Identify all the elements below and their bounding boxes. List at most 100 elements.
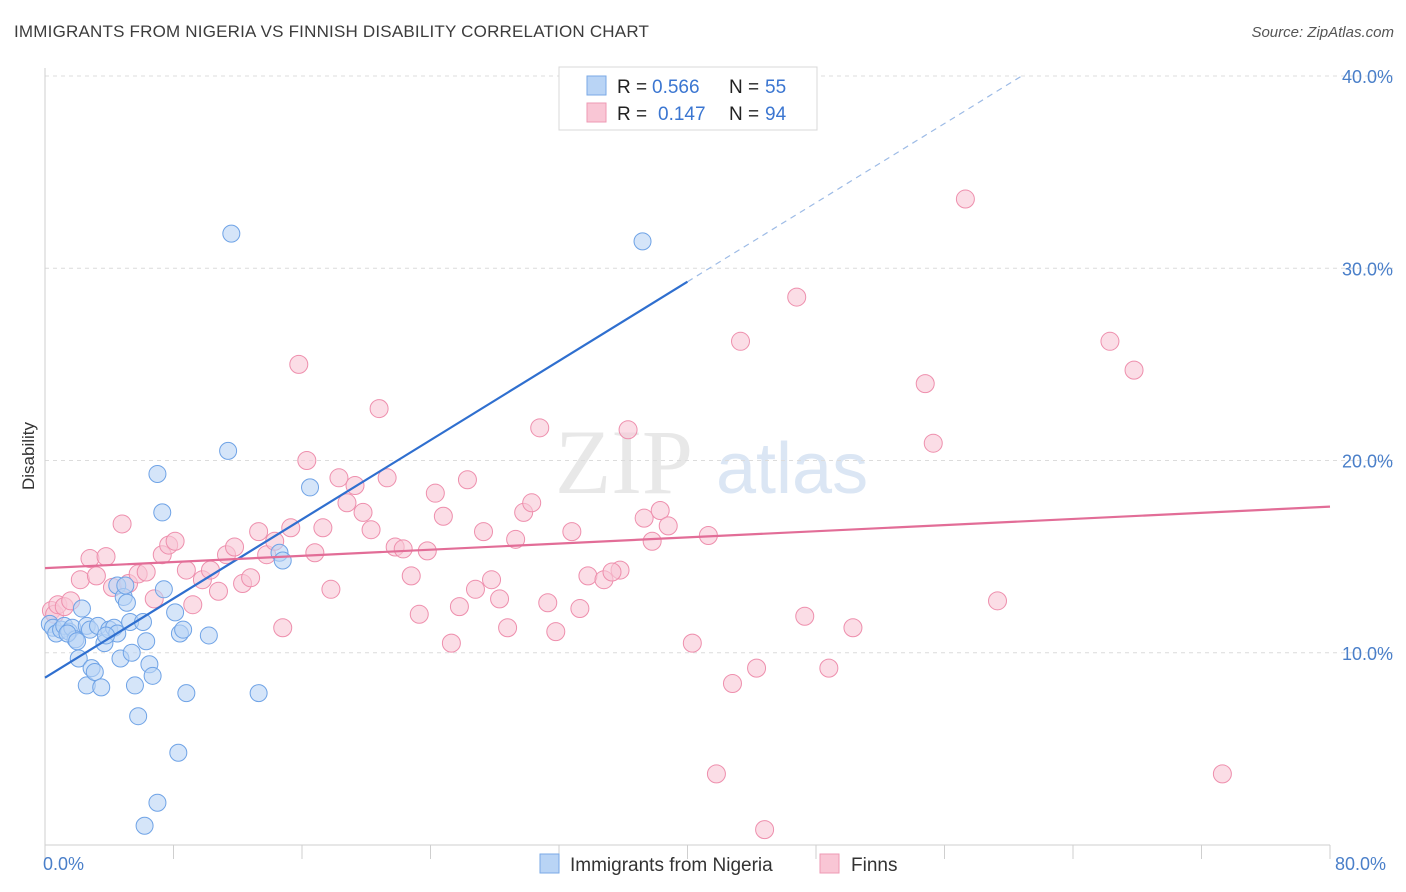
finns-point-65	[562, 522, 582, 542]
finns-point-64	[546, 622, 566, 642]
nigeria-point-38	[174, 620, 193, 639]
finns-point-55	[474, 522, 494, 542]
finns-point-82	[819, 658, 839, 678]
legend-r-label-2: R =	[617, 104, 647, 125]
nigeria-point-30	[137, 632, 156, 651]
legend-n-label-1: N =	[729, 77, 759, 98]
finns-point-66	[570, 599, 590, 619]
nigeria-trend-extension	[687, 73, 1026, 283]
nigeria-point-33	[148, 464, 167, 483]
x-tick-label-min: 0.0%	[43, 854, 84, 874]
y-tick-labels: 10.0% 20.0% 30.0% 40.0%	[1342, 67, 1393, 664]
y-tick-label-40: 40.0%	[1342, 67, 1393, 87]
finns-point-61	[522, 493, 542, 513]
finns-point-75	[682, 633, 702, 653]
nigeria-point-45	[222, 224, 241, 243]
finns-point-73	[650, 500, 670, 520]
finns-point-59	[506, 529, 526, 549]
finns-point-24	[225, 537, 245, 557]
legend-r-value-1: 0.566	[652, 77, 700, 98]
finns-point-87	[988, 591, 1008, 611]
finns-point-70	[618, 420, 638, 440]
finns-point-43	[377, 468, 397, 488]
series-nigeria-points	[40, 224, 652, 835]
finns-point-67	[578, 566, 598, 586]
nigeria-point-26	[122, 643, 141, 662]
nigeria-trend-line	[44, 280, 689, 679]
grid-lines	[45, 75, 1395, 654]
nigeria-point-44	[219, 441, 238, 460]
finns-point-58	[498, 618, 518, 638]
finns-point-41	[361, 520, 381, 540]
finns-point-27	[249, 522, 269, 542]
finns-point-77	[722, 674, 742, 694]
finns-point-19	[183, 595, 203, 615]
bottom-legend-swatch-nigeria	[539, 853, 560, 874]
finns-point-7	[86, 566, 106, 586]
y-tick-label-20: 20.0%	[1342, 452, 1393, 472]
finns-point-13	[136, 562, 156, 582]
finns-point-92	[755, 820, 775, 840]
finns-point-88	[1100, 331, 1120, 351]
finns-point-22	[208, 581, 228, 601]
finns-point-85	[923, 433, 943, 453]
nigeria-point-41	[148, 793, 167, 812]
y-tick-label-30: 30.0%	[1342, 259, 1393, 279]
finns-point-30	[273, 618, 293, 638]
nigeria-point-9	[72, 599, 91, 618]
finns-point-40	[353, 502, 373, 522]
legend-box: R = 0.566 N = 55 R = 0.147 N = 94	[558, 66, 818, 131]
finns-point-84	[915, 374, 935, 394]
finns-point-42	[369, 399, 389, 419]
legend-n-value-2: 94	[765, 104, 787, 125]
finns-point-5	[70, 570, 90, 590]
bottom-legend-swatch-finns	[819, 853, 840, 874]
finns-point-51	[441, 633, 461, 653]
legend-n-label-2: N =	[729, 104, 759, 125]
finns-point-34	[305, 543, 325, 563]
finns-point-79	[747, 658, 767, 678]
finns-point-90	[1212, 764, 1232, 784]
finns-point-52	[449, 597, 469, 617]
finns-point-32	[289, 354, 309, 374]
finns-point-71	[634, 508, 654, 528]
finns-point-53	[457, 470, 477, 490]
finns-point-80	[787, 287, 807, 307]
nigeria-point-52	[68, 632, 87, 651]
nigeria-point-50	[633, 232, 652, 251]
legend-r-label-1: R =	[617, 77, 647, 98]
finns-point-93	[602, 562, 622, 582]
finns-point-83	[843, 618, 863, 638]
nigeria-point-49	[301, 478, 320, 497]
finns-point-54	[465, 579, 485, 599]
finns-point-62	[530, 418, 550, 438]
nigeria-point-40	[169, 743, 188, 762]
nigeria-point-28	[129, 707, 148, 726]
finns-point-91	[706, 764, 726, 784]
nigeria-point-43	[199, 626, 218, 645]
finns-point-72	[642, 531, 662, 551]
finns-point-46	[401, 566, 421, 586]
finns-point-17	[165, 531, 185, 551]
finns-point-18	[176, 560, 196, 580]
finns-point-33	[297, 451, 317, 470]
nigeria-point-35	[154, 580, 173, 599]
nigeria-point-39	[177, 684, 196, 703]
finns-point-74	[658, 516, 678, 536]
trend-lines	[44, 73, 1331, 679]
finns-point-63	[538, 593, 558, 613]
finns-point-56	[482, 570, 502, 590]
nigeria-point-36	[166, 603, 185, 622]
legend-n-value-1: 55	[765, 77, 786, 98]
finns-point-78	[731, 331, 751, 351]
nigeria-point-32	[143, 666, 162, 685]
finns-point-45	[393, 539, 413, 559]
finns-point-35	[313, 518, 333, 538]
chart-title: IMMIGRANTS FROM NIGERIA VS FINNISH DISAB…	[14, 22, 650, 41]
y-tick-label-10: 10.0%	[1342, 644, 1393, 664]
finns-point-86	[955, 189, 975, 209]
nigeria-point-34	[153, 503, 172, 522]
finns-point-89	[1124, 360, 1144, 380]
axes	[44, 68, 1331, 859]
